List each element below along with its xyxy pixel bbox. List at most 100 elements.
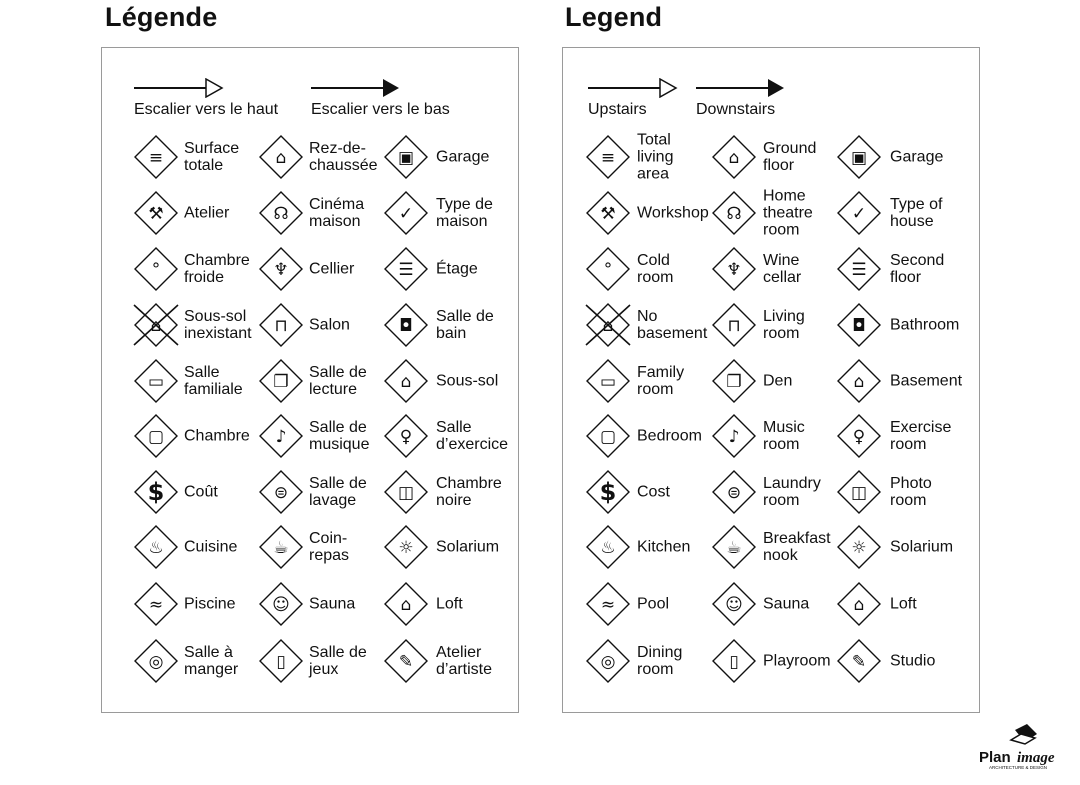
svg-text:°: °: [604, 260, 613, 280]
palette-icon: ✎: [837, 639, 881, 683]
english-title: Legend: [565, 2, 663, 32]
legend-item-label: Atelier: [184, 204, 230, 222]
svg-text:☰: ☰: [398, 260, 413, 280]
svg-text:⌂: ⌂: [401, 372, 412, 392]
legend-item-label: Living room: [763, 308, 805, 342]
svg-text:⊓: ⊓: [274, 316, 287, 336]
legend-item-label: Cinéma maison: [309, 196, 365, 230]
bed-icon: ▢: [586, 414, 630, 458]
basement-icon: ⌂: [384, 359, 428, 403]
svg-text:≈: ≈: [601, 595, 615, 615]
no-basement-icon: ⌂: [585, 303, 631, 347]
legend-item-label: Salle de lecture: [309, 364, 367, 398]
swimmer-icon: ≈: [586, 582, 630, 626]
svg-text:◘: ◘: [399, 316, 412, 336]
svg-text:▣: ▣: [398, 148, 414, 168]
music-note-icon: ♪: [259, 414, 303, 458]
tv-icon: ▭: [134, 359, 178, 403]
hammer-icon: ⚒: [134, 191, 178, 235]
stairs-down-arrow-icon: [696, 79, 784, 97]
loft-icon: ⌂: [837, 582, 881, 626]
svg-text:⌂: ⌂: [729, 148, 740, 168]
legend-item-label: Solarium: [436, 538, 500, 556]
second-floor-icon: ☰: [384, 247, 428, 291]
legend-item-label: Salle de musique: [309, 419, 370, 453]
legend-item-label: Cold room: [637, 252, 674, 286]
french-legend-panel: Escalier vers le haut Escalier vers le b…: [101, 47, 519, 713]
legend-item-label: Breakfast nook: [763, 530, 831, 564]
svg-text:☕: ☕: [273, 538, 288, 558]
pot-icon: ♨: [586, 525, 630, 569]
house-type-icon: ✓: [384, 191, 428, 235]
pot-icon: ♨: [134, 525, 178, 569]
legend-item-label: Workshop: [637, 204, 709, 222]
legend-item-label: Cellier: [309, 260, 355, 278]
sofa-icon: ⊓: [259, 303, 303, 347]
thermometer-icon: °: [134, 247, 178, 291]
svg-text:☼: ☼: [851, 538, 866, 558]
legend-item-label: Playroom: [763, 652, 831, 670]
svg-text:☕: ☕: [726, 538, 741, 558]
svg-text:♆: ♆: [273, 260, 288, 280]
hammer-icon: ⚒: [586, 191, 630, 235]
stairs-down-arrow-icon: [311, 79, 399, 97]
palette-icon: ✎: [384, 639, 428, 683]
garage-icon: ▣: [837, 135, 881, 179]
legend-item-label: Laundry room: [763, 475, 821, 509]
svg-text:♪: ♪: [729, 427, 740, 447]
legend-item-label: Chambre froide: [184, 252, 250, 286]
french-title: Légende: [105, 2, 218, 32]
svg-text:Plan: Plan: [979, 749, 1011, 766]
legend-item-label: Salle familiale: [184, 364, 243, 398]
svg-text:☰: ☰: [851, 260, 866, 280]
svg-text:⊓: ⊓: [727, 316, 740, 336]
legend-item-label: Salon: [309, 316, 350, 334]
legend-item-label: Chambre noire: [436, 475, 502, 509]
playroom-icon: ▯: [259, 639, 303, 683]
svg-text:⚒: ⚒: [600, 204, 615, 224]
legend-item-label: Basement: [890, 372, 963, 390]
legend-item-label: Type of house: [890, 196, 943, 230]
legend-item-label: Photo room: [890, 475, 932, 509]
sauna-icon: ☺: [259, 582, 303, 626]
dumbbell-icon: ♀: [384, 414, 428, 458]
stairs-up-label: Escalier vers le haut: [134, 101, 279, 118]
legend-item-label: Studio: [890, 652, 936, 670]
svg-text:ARCHITECTURE & DESIGN: ARCHITECTURE & DESIGN: [989, 765, 1047, 770]
no-basement-icon: ⌂: [133, 303, 179, 347]
legend-item-label: Loft: [436, 595, 463, 613]
toilet-icon: ◘: [837, 303, 881, 347]
svg-text:≡: ≡: [601, 148, 615, 168]
svg-text:⚒: ⚒: [148, 204, 163, 224]
svg-text:♨: ♨: [148, 538, 163, 558]
legend-item-label: Family room: [637, 364, 685, 398]
stairs-down-label: Escalier vers le bas: [311, 101, 450, 118]
legend-item-label: Coin- repas: [309, 530, 350, 564]
dining-icon: ◎: [134, 639, 178, 683]
legend-item-label: Sauna: [763, 595, 810, 613]
stairs-down-label: Downstairs: [696, 101, 776, 118]
legend-item-label: Salle à manger: [184, 644, 239, 678]
legend-item-label: Sous-sol: [436, 372, 499, 390]
legend-item-label: Garage: [890, 148, 944, 166]
wine-icon: ♆: [712, 247, 756, 291]
thermometer-icon: °: [586, 247, 630, 291]
book-icon: ❐: [259, 359, 303, 403]
book-icon: ❐: [712, 359, 756, 403]
svg-text:▯: ▯: [276, 652, 285, 672]
camera-icon: ◫: [384, 470, 428, 514]
english-legend-panel: Upstairs Downstairs ≡ Total living area ⌂ G…: [562, 47, 980, 713]
dollar-icon: $: [586, 470, 630, 514]
legend-item-label: Bathroom: [890, 316, 960, 334]
garage-icon: ▣: [384, 135, 428, 179]
svg-text:♪: ♪: [276, 427, 287, 447]
legend-item-label: Dining room: [637, 644, 683, 678]
legend-item-label: Sauna: [309, 595, 356, 613]
legend-item-label: Salle de lavage: [309, 475, 367, 509]
svg-text:♆: ♆: [726, 260, 741, 280]
svg-text:✓: ✓: [399, 204, 413, 224]
legend-item-label: Home theatre room: [763, 187, 813, 239]
svg-text:▣: ▣: [851, 148, 867, 168]
legend-item-label: Pool: [637, 595, 670, 613]
laundry-icon: ⊜: [712, 470, 756, 514]
